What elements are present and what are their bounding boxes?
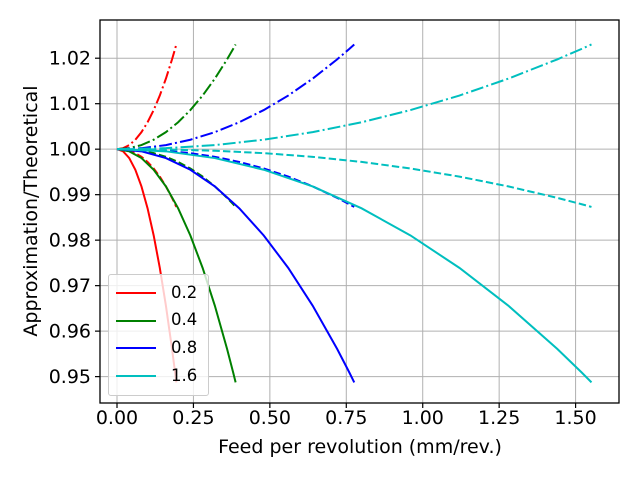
curve-1.6-dashed [116,148,592,208]
legend-line-sample [116,347,156,350]
y-tick-label: 0.98 [49,230,91,252]
y-tick-label: 0.99 [49,184,91,206]
legend-entry-0.4: 0.4 [116,307,208,335]
axes-border [99,19,620,404]
x-tick-label: 0.50 [249,407,291,429]
x-tick-label: 0.00 [96,407,138,429]
curve-0.2-dashdot [116,44,178,151]
legend-label: 0.8 [171,338,198,358]
legend-label: 0.4 [171,310,198,330]
curve-1.6-solid [116,148,593,384]
legend-line-sample [116,291,156,294]
legend-line-sample [116,375,156,378]
y-tick-label: 1.02 [49,48,91,70]
legend-entry-0.8: 0.8 [116,335,208,363]
curve-0.4-solid [116,148,237,383]
curve-0.8-solid [116,148,356,383]
x-tick-label: 1.25 [478,407,520,429]
legend-entry-1.6: 1.6 [116,362,208,390]
y-tick-label: 0.96 [49,321,91,343]
x-axis-label: Feed per revolution (mm/rev.) [218,436,502,458]
x-tick-label: 0.75 [325,407,367,429]
y-tick-label: 1.01 [49,93,91,115]
legend-label: 0.2 [171,282,198,302]
x-tick-label: 0.25 [172,407,214,429]
y-tick-label: 0.95 [49,366,91,388]
curve-0.8-dashdot [116,43,355,151]
legend: 0.2 0.4 0.8 1.6 [108,274,209,396]
y-axis-label: Approximation/Theoretical [20,85,42,337]
x-tick-label: 1.50 [554,407,596,429]
legend-label: 1.6 [171,365,198,385]
y-tick-label: 0.97 [49,275,91,297]
legend-entry-0.2: 0.2 [116,279,208,307]
curve-0.4-dashdot [116,43,237,151]
legend-line-sample [116,319,156,322]
y-tick-label: 1.00 [49,139,91,161]
curve-1.6-dashdot [116,43,592,151]
x-tick-label: 1.00 [402,407,444,429]
